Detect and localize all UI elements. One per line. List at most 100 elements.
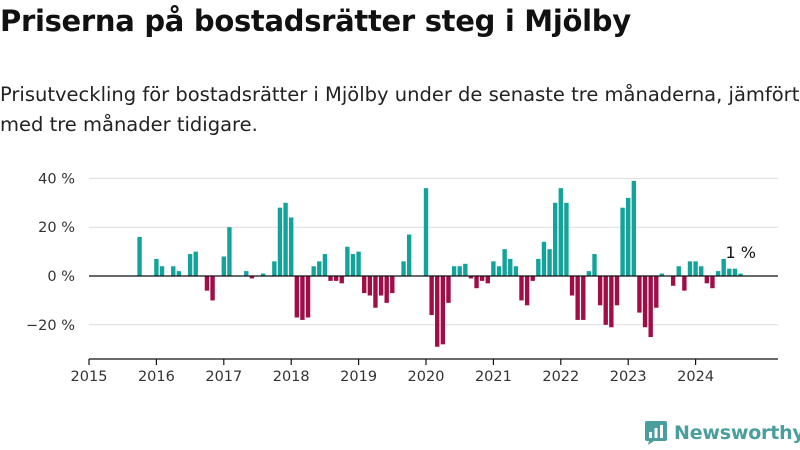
bar xyxy=(547,249,552,276)
bar xyxy=(474,276,479,289)
bar xyxy=(524,276,530,306)
bar xyxy=(328,276,333,281)
bar xyxy=(384,276,389,303)
bar xyxy=(210,276,215,301)
bar xyxy=(485,276,490,284)
bars xyxy=(137,180,743,347)
bar xyxy=(592,254,597,276)
bar xyxy=(272,261,277,276)
bar xyxy=(283,202,288,276)
bar xyxy=(642,276,648,328)
bar xyxy=(693,261,698,276)
y-tick-label: 0 % xyxy=(47,269,75,285)
bar xyxy=(137,236,142,276)
bar xyxy=(575,276,580,320)
bar xyxy=(294,276,300,318)
bar xyxy=(468,276,474,279)
bar xyxy=(558,188,563,276)
bar xyxy=(350,254,356,276)
y-tick-label: 20 % xyxy=(38,220,75,236)
bar xyxy=(715,271,721,276)
bar xyxy=(260,273,266,276)
bar xyxy=(687,261,693,276)
bar xyxy=(159,266,165,276)
bar xyxy=(530,276,535,281)
last-value-annotation: 1 % xyxy=(726,243,756,262)
axes xyxy=(88,275,778,365)
bar xyxy=(227,227,232,276)
bar xyxy=(682,276,687,291)
chart-title: Priserna på bostadsrätter steg i Mjölby xyxy=(0,4,631,38)
bar xyxy=(423,188,429,276)
x-tick-label: 2021 xyxy=(475,369,512,385)
bar xyxy=(193,251,198,276)
bar xyxy=(727,268,732,276)
bar xyxy=(536,258,541,276)
tick-labels: −20 % 0 % 20 % 40 % 2015 2016 2017 2018 2019 2020… xyxy=(26,171,756,385)
bar xyxy=(564,202,569,276)
y-tick-label: −20 % xyxy=(26,318,75,334)
bar xyxy=(732,268,738,276)
bar xyxy=(446,276,451,303)
x-tick-label: 2016 xyxy=(138,369,175,385)
bar xyxy=(305,276,311,318)
y-tick-label: 40 % xyxy=(38,171,75,187)
bar xyxy=(648,276,653,337)
bar xyxy=(710,276,715,289)
bar xyxy=(502,249,507,276)
bar xyxy=(249,276,255,279)
bar xyxy=(670,276,676,286)
bar xyxy=(390,276,395,294)
bar xyxy=(620,207,625,276)
bar xyxy=(440,276,446,345)
bar xyxy=(317,261,322,276)
bar xyxy=(187,254,193,276)
x-tick-label: 2024 xyxy=(677,369,714,385)
bar xyxy=(603,276,608,325)
bar xyxy=(362,276,367,294)
bar xyxy=(339,276,344,284)
bar xyxy=(333,276,339,281)
bar xyxy=(435,276,440,347)
bar xyxy=(429,276,434,316)
bar xyxy=(597,276,603,306)
bar xyxy=(406,234,412,276)
bar xyxy=(345,246,350,276)
bar xyxy=(171,266,176,276)
bar xyxy=(676,266,681,276)
bar xyxy=(373,276,378,308)
bar xyxy=(513,266,519,276)
x-tick-label: 2015 xyxy=(71,369,108,385)
bar xyxy=(356,251,361,276)
x-tick-label: 2017 xyxy=(205,369,242,385)
bar xyxy=(586,271,592,276)
newsworthy-logo-text: Newsworthy xyxy=(674,422,800,444)
x-tick-label: 2023 xyxy=(610,369,647,385)
newsworthy-logo-icon xyxy=(645,421,667,445)
bar xyxy=(367,276,373,296)
grid-lines xyxy=(89,177,778,326)
bar xyxy=(609,276,614,328)
bar xyxy=(581,276,586,320)
bar xyxy=(289,217,294,276)
bar xyxy=(654,276,659,308)
bar xyxy=(626,197,631,276)
bar xyxy=(204,276,210,291)
bar xyxy=(699,266,704,276)
bar xyxy=(508,258,513,276)
bar xyxy=(154,258,159,276)
x-tick-label: 2022 xyxy=(542,369,579,385)
bar xyxy=(463,263,468,276)
bar xyxy=(637,276,642,313)
bar xyxy=(614,276,620,306)
bar xyxy=(300,276,305,320)
bar xyxy=(738,273,743,276)
x-tick-label: 2020 xyxy=(408,369,445,385)
bar xyxy=(569,276,575,296)
bar xyxy=(519,276,524,301)
bar xyxy=(401,261,406,276)
bar xyxy=(721,258,726,276)
bar xyxy=(378,276,384,296)
bar xyxy=(311,266,316,276)
